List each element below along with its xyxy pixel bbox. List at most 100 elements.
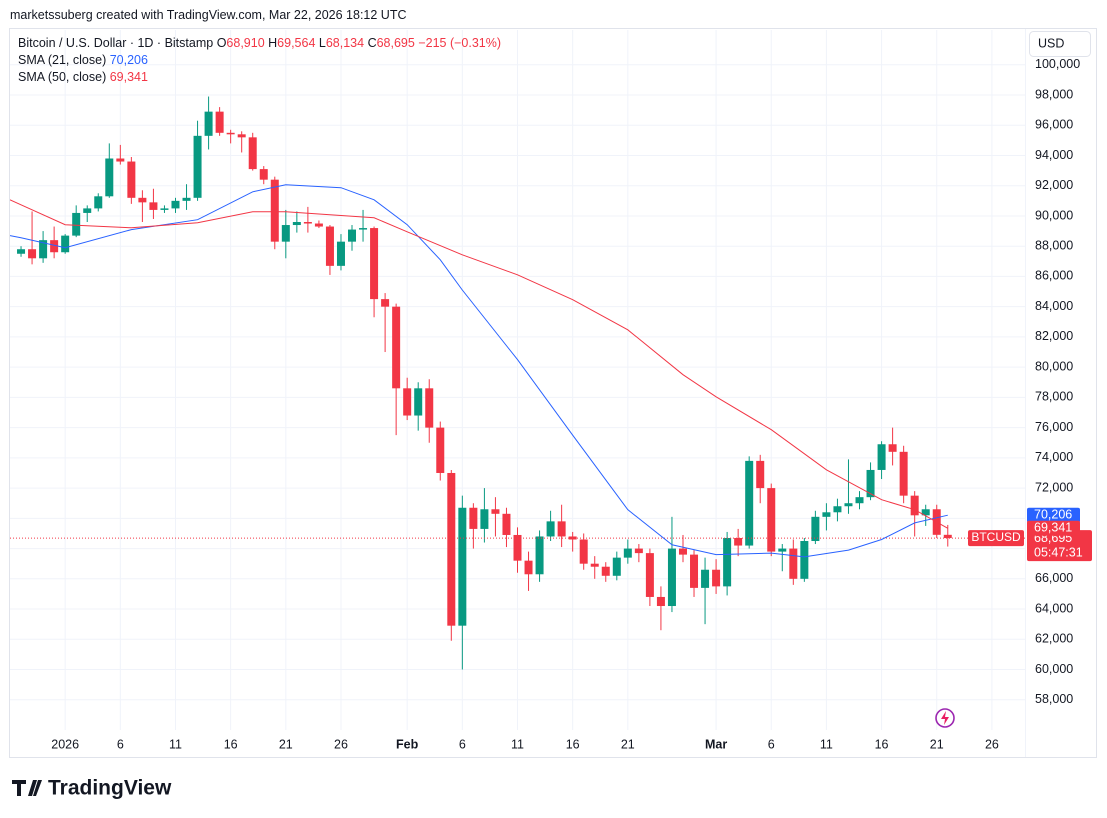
candle-body [61,235,70,253]
candle-body [226,132,235,135]
chart-frame [9,28,1097,758]
sma-line [10,184,948,558]
candle-body [800,541,809,579]
candle-body [899,451,908,496]
candle-body [348,229,357,242]
ohlc-o: 68,910 [226,36,265,50]
candle-body [303,222,312,224]
x-tick-label: 16 [224,737,238,751]
candle-body [623,548,632,558]
candle-body [314,223,323,227]
y-tick-label: 98,000 [1035,87,1073,101]
candle-body [414,388,423,416]
currency[interactable]: USD [1038,36,1064,50]
ohlc-c: 68,695 [376,36,415,50]
sma-line [10,199,949,529]
candle-body [888,444,897,452]
x-tick-label: 26 [985,737,999,751]
y-tick-label: 64,000 [1035,601,1073,615]
sma50-legend: SMA (50, close) 69,341 [18,70,148,84]
y-tick-label: 86,000 [1035,269,1073,283]
candle-body [116,158,125,162]
candle-body [127,161,136,198]
indicator-price-box [1027,507,1080,523]
x-tick-label: 11 [820,737,833,751]
x-tick-label: 21 [930,737,944,751]
replay-icon[interactable] [935,708,955,728]
candle-body [469,507,478,529]
candle-body [403,388,412,416]
tradingview-logo [12,780,42,796]
candle-body [690,554,699,588]
y-tick-label: 90,000 [1035,208,1073,222]
candle-body [270,179,279,242]
legend-value: 69,341 [109,70,148,84]
candle-body [910,495,919,516]
ohlc-h-key: H [268,36,278,50]
candle-body [17,249,26,254]
y-tick-label: 84,000 [1035,299,1073,313]
y-tick-label: 100,000 [1035,57,1080,71]
candle-body [50,240,59,253]
ohlc-c-key: C [367,36,377,50]
candle-body [712,569,721,587]
candle-body [370,228,379,300]
candle-body [138,197,147,203]
candle-body [601,566,610,576]
candle-body [656,596,665,607]
candle-body [281,225,290,242]
ohlc-l-key: L [318,36,326,50]
candle-body [436,427,445,473]
candle-body [83,208,92,213]
last-price-box [1027,530,1092,562]
candle-body [734,537,743,546]
candle-body [756,460,765,489]
x-tick-label: 2026 [51,737,79,751]
ohlc-h: 69,564 [277,36,316,50]
x-tick-label: 21 [621,737,635,751]
candle-body [822,512,831,517]
candle-body [612,557,621,576]
sma21-legend: SMA (21, close) 70,206 [18,53,148,67]
candle-body [546,521,555,537]
attribution: marketssuberg created with TradingView.c… [10,8,407,22]
candle-body [667,548,676,607]
legend-name: SMA (50, close) [18,70,107,84]
candle-body [39,240,48,259]
y-tick-label: 82,000 [1035,329,1073,343]
candle-body [491,509,500,514]
x-tick-label: Mar [705,737,727,751]
candle-body [204,111,213,136]
candle-body [359,228,368,230]
y-tick-label: 94,000 [1035,148,1073,162]
y-tick-label: 88,000 [1035,238,1073,252]
candle-body [336,241,345,266]
candle-body [634,548,643,554]
candle-body [535,536,544,575]
candle-body [833,506,842,513]
candle-body [149,202,158,210]
countdown: 05:47:31 [1034,545,1083,559]
candle-body [502,513,511,535]
x-tick-label: 16 [566,737,580,751]
x-tick-label: 26 [334,737,348,751]
candle-body [237,134,246,138]
candle-body [182,197,191,201]
candle-body [171,200,180,209]
x-tick-label: 16 [875,737,889,751]
y-tick-label: 92,000 [1035,178,1073,192]
y-tick-label: 62,000 [1035,632,1073,646]
candle-body [325,226,334,266]
x-tick-label: 21 [279,737,293,751]
candle-body [678,548,687,555]
legend-name: SMA (21, close) [18,53,107,67]
candle-body [811,516,820,542]
y-tick-label: 80,000 [1035,359,1073,373]
y-tick-label: 60,000 [1035,662,1073,676]
y-tick-label: 72,000 [1035,480,1073,494]
indicator-price-box [1027,520,1080,536]
currency-button[interactable] [1029,31,1091,57]
